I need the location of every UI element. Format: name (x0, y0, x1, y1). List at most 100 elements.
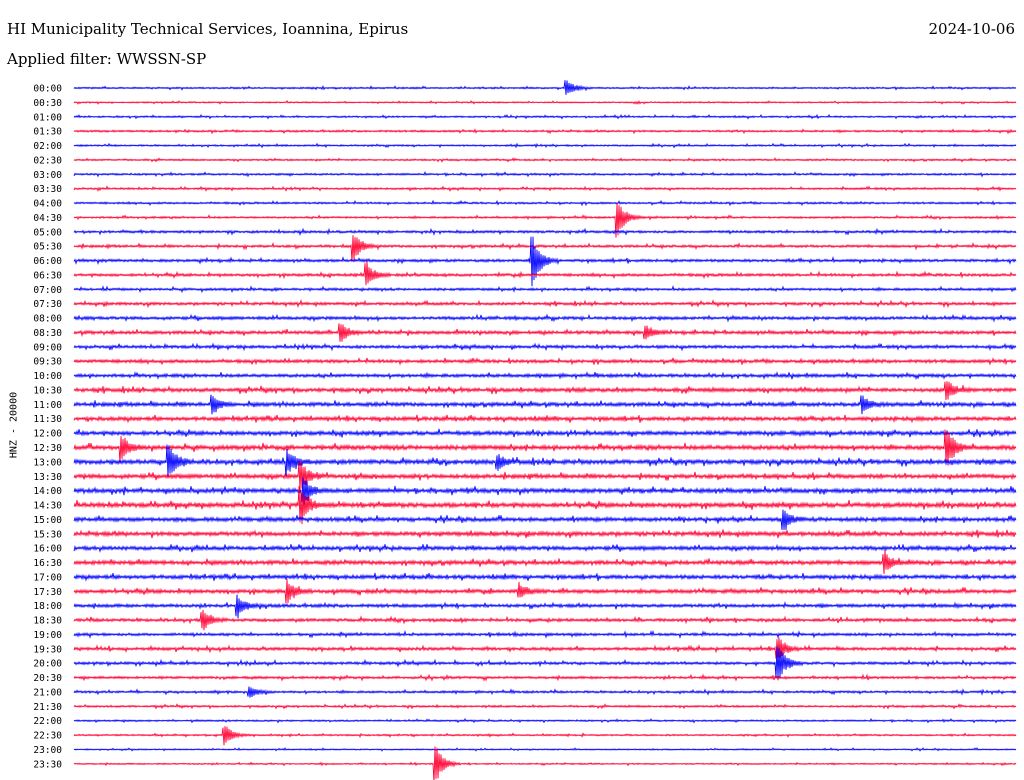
row-label: 05:00 (33, 227, 62, 238)
row-label: 19:30 (33, 644, 62, 655)
trace-line (73, 646, 1017, 679)
trace-line (73, 428, 1017, 438)
trace-line (73, 202, 1017, 238)
row-label: 07:30 (33, 299, 62, 310)
trace-line (73, 746, 1017, 780)
row-label: 11:30 (33, 414, 62, 425)
row-label: 12:30 (33, 443, 62, 454)
row-label: 06:30 (33, 270, 62, 281)
trace-line (73, 673, 1017, 682)
trace-line (73, 414, 1017, 424)
row-label: 16:30 (33, 558, 62, 569)
row-label: 15:00 (33, 515, 62, 526)
trace-line (73, 261, 1017, 286)
row-label: 03:30 (33, 184, 62, 195)
row-label: 13:30 (33, 472, 62, 483)
row-label: 22:00 (33, 716, 62, 727)
row-label: 23:00 (33, 745, 62, 756)
station-title: HI Municipality Technical Services, Ioan… (7, 20, 409, 38)
row-label: 18:30 (33, 616, 62, 627)
trace-line (73, 747, 1017, 752)
trace-line (73, 199, 1017, 207)
trace-line (73, 594, 1017, 619)
trace-line (73, 609, 1017, 631)
row-label: 06:00 (33, 256, 62, 267)
trace-line (73, 99, 1017, 105)
row-label: 23:30 (33, 759, 62, 770)
row-label: 05:30 (33, 242, 62, 253)
row-label: 11:00 (33, 400, 62, 411)
trace-line (73, 686, 1017, 698)
row-label: 10:00 (33, 371, 62, 382)
row-label: 12:00 (33, 429, 62, 440)
row-label: 15:30 (33, 529, 62, 540)
trace-line (73, 703, 1017, 710)
trace-line (73, 299, 1017, 309)
row-label: 16:00 (33, 544, 62, 555)
trace-line (73, 637, 1017, 659)
trace-line (73, 477, 1017, 505)
row-label: 02:00 (33, 141, 62, 152)
trace-line (73, 285, 1017, 294)
trace-line (73, 394, 1017, 415)
row-label: 21:00 (33, 687, 62, 698)
row-label: 10:30 (33, 385, 62, 396)
row-label: 20:30 (33, 673, 62, 684)
trace-line (73, 444, 1017, 479)
row-label: 00:00 (33, 84, 62, 95)
row-label: 14:00 (33, 486, 62, 497)
row-label: 08:00 (33, 314, 62, 325)
trace-line (73, 549, 1017, 575)
row-label: 00:30 (33, 98, 62, 109)
trace-line (73, 128, 1017, 135)
trace-line (73, 726, 1017, 746)
trace-line (73, 717, 1017, 724)
row-label: 09:30 (33, 357, 62, 368)
row-label: 22:30 (33, 731, 62, 742)
row-label: 17:00 (33, 572, 62, 583)
row-label: 13:00 (33, 457, 62, 468)
trace-line (73, 543, 1017, 554)
date-label: 2024-10-06 (928, 20, 1015, 38)
trace-line (73, 235, 1017, 262)
trace-line (73, 323, 1017, 342)
trace-line (73, 572, 1017, 582)
trace-line (73, 486, 1017, 525)
trace-line (73, 80, 1017, 95)
trace-line (73, 113, 1017, 120)
row-label: 17:30 (33, 587, 62, 598)
trace-line (73, 381, 1017, 401)
trace-line (73, 142, 1017, 149)
trace-line (73, 313, 1017, 323)
row-label: 01:30 (33, 127, 62, 138)
row-label: 09:00 (33, 342, 62, 353)
trace-line (73, 157, 1017, 163)
row-label: 07:00 (33, 285, 62, 296)
trace-line (73, 461, 1017, 491)
trace-line (73, 529, 1017, 539)
trace-line (73, 629, 1017, 639)
row-label: 21:30 (33, 702, 62, 713)
row-label: 08:30 (33, 328, 62, 339)
row-label: 02:30 (33, 155, 62, 166)
trace-line (73, 509, 1017, 531)
trace-line (73, 171, 1017, 178)
trace-line (73, 429, 1017, 466)
filter-label: Applied filter: WWSSN-SP (7, 50, 207, 68)
trace-line (73, 357, 1017, 366)
row-label: 03:00 (33, 170, 62, 181)
row-label: 19:00 (33, 630, 62, 641)
row-label: 04:00 (33, 199, 62, 210)
trace-line (73, 227, 1017, 236)
trace-line (73, 236, 1017, 287)
row-label: 14:30 (33, 501, 62, 512)
row-label: 04:30 (33, 213, 62, 224)
trace-line (73, 342, 1017, 352)
row-label: 20:00 (33, 659, 62, 670)
trace-line (73, 371, 1017, 381)
trace-line (73, 185, 1017, 192)
row-label: 01:00 (33, 112, 62, 123)
row-label: 18:00 (33, 601, 62, 612)
trace-line (73, 579, 1017, 604)
